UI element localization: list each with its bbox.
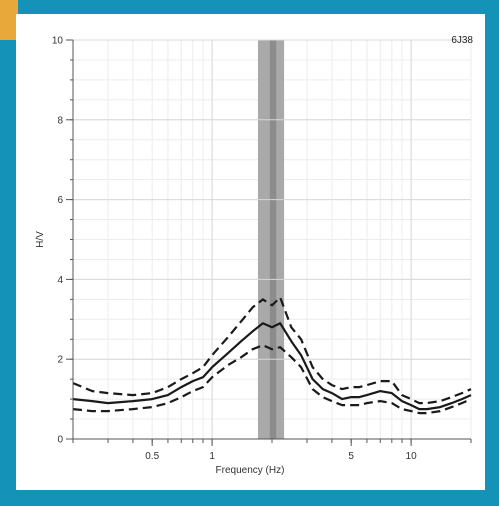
hv-mean-curve [72,322,472,411]
x-tick-label: 5 [348,451,354,462]
x-axis-title: Frequency (Hz) [216,465,285,476]
x-tick-label: 10 [406,451,418,462]
y-tick-label: 10 [52,36,64,47]
x-tick-label: 0.5 [145,451,159,462]
corner-tab [0,0,18,40]
hv-bound-curve-1 [72,296,472,405]
peak-band-inner [269,40,277,439]
y-tick-label: 0 [57,435,63,446]
y-tick-label: 6 [57,195,63,206]
hv-bound-curve-2 [72,344,472,415]
x-tick-label: 1 [209,451,215,462]
y-axis-title: H/V [35,231,46,248]
peak-frequency-band [257,40,285,439]
y-tick-label: 4 [57,275,63,286]
series-layer [72,296,472,415]
hv-chart: 0 2 4 6 8 10 0.5 1 5 10 6J38 Frequency (Hz) H/V [35,35,473,476]
axes: 0 2 4 6 8 10 0.5 1 5 10 [52,36,472,462]
y-tick-label: 8 [57,115,63,126]
station-label: 6J38 [451,35,473,46]
chart-panel: 0 2 4 6 8 10 0.5 1 5 10 6J38 Frequency (Hz) H/V [16,14,485,490]
y-tick-label: 2 [57,355,63,366]
